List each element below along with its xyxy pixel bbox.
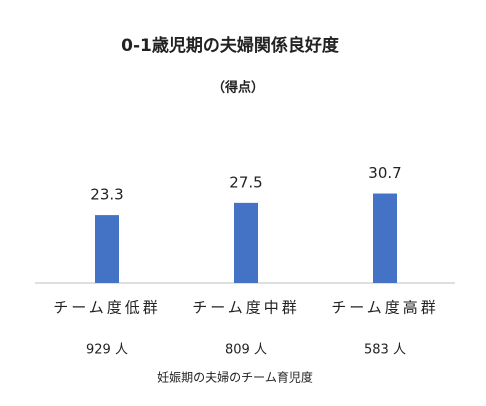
x-tick-label: チーム度中群 [192, 299, 300, 317]
count-label: 929 人 [86, 343, 128, 358]
chart-subtitle: （得点） [212, 80, 264, 96]
bar [373, 193, 397, 283]
data-label: 27.5 [229, 173, 262, 191]
count-label: 809 人 [225, 343, 267, 358]
chart-title: 0-1歳児期の夫婦関係良好度 [121, 35, 340, 56]
count-label: 583 人 [364, 343, 406, 358]
bar [234, 202, 258, 283]
data-label: 30.7 [368, 164, 401, 182]
data-label: 23.3 [90, 186, 123, 204]
x-tick-label: チーム度低群 [53, 299, 161, 317]
bar [95, 215, 119, 283]
x-axis-title: 妊娠期の夫婦のチーム育児度 [157, 370, 313, 385]
x-tick-label: チーム度高群 [331, 299, 439, 317]
